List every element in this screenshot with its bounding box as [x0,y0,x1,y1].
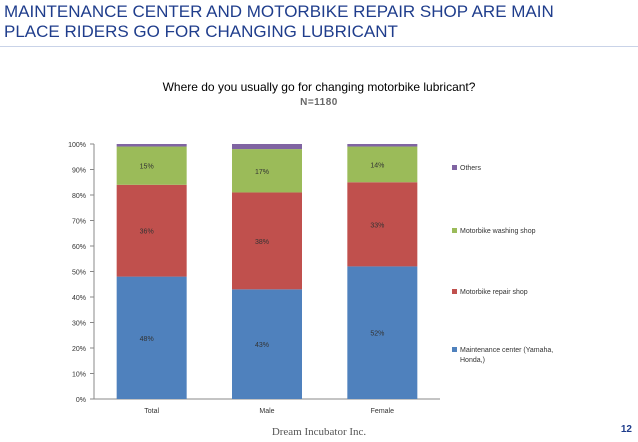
bar-segment [116,144,187,147]
y-tick-label: 10% [72,372,86,379]
legend-swatch [452,347,457,352]
data-label: 43% [255,342,269,349]
slide-title-line-2: PLACE RIDERS GO FOR CHANGING LUBRICANT [4,22,398,41]
bar-segment [116,276,187,399]
bar-segment [232,192,302,290]
data-label: 36% [140,229,154,236]
y-tick-label: 90% [72,168,86,175]
y-tick-label: 80% [72,193,86,200]
y-tick-label: 50% [72,270,86,277]
y-tick-label: 40% [72,295,86,302]
bar-segment [347,266,418,399]
legend-label: Others [460,165,482,172]
bar-segment [232,149,302,193]
title-divider [0,46,638,47]
bar-segment [116,146,187,185]
y-tick-label: 30% [72,321,86,328]
legend-label: Maintenance center (Yamaha, [460,347,553,354]
bar-segment [347,144,418,147]
bar-segment [232,289,302,399]
legend-label: Motorbike washing shop [460,228,536,235]
legend-swatch [452,165,457,170]
slide-title: MAINTENANCE CENTER AND MOTORBIKE REPAIR … [4,2,634,42]
data-label: 33% [370,222,384,229]
footer-company: Dream Incubator Inc. [271,426,367,438]
slide-title-line-1: MAINTENANCE CENTER AND MOTORBIKE REPAIR … [4,2,554,21]
data-label: 14% [370,162,384,169]
data-label: 52% [370,331,384,338]
sample-size: N=1180 [300,97,338,108]
data-label: 17% [255,169,269,176]
y-tick-label: 60% [72,244,86,251]
x-tick-label: Male [259,408,274,415]
y-tick-label: 20% [72,346,86,353]
bar-segment [347,182,418,267]
data-label: 38% [255,239,269,246]
data-label: 15% [140,164,154,171]
data-label: 48% [140,336,154,343]
legend-swatch [452,289,457,294]
legend-label: Motorbike repair shop [460,289,528,296]
bar-segment [347,146,418,183]
legend-label: Honda,) [460,357,485,364]
bar-segment [116,184,187,277]
y-tick-label: 70% [72,219,86,226]
legend-swatch [452,228,457,233]
x-tick-label: Total [144,408,159,415]
bar-segment [232,144,302,150]
page-number: 12 [620,424,632,435]
chart-title: Where do you usually go for changing mot… [162,80,476,94]
y-tick-label: 100% [68,142,86,149]
y-tick-label: 0% [76,397,86,404]
x-tick-label: Female [371,408,394,415]
